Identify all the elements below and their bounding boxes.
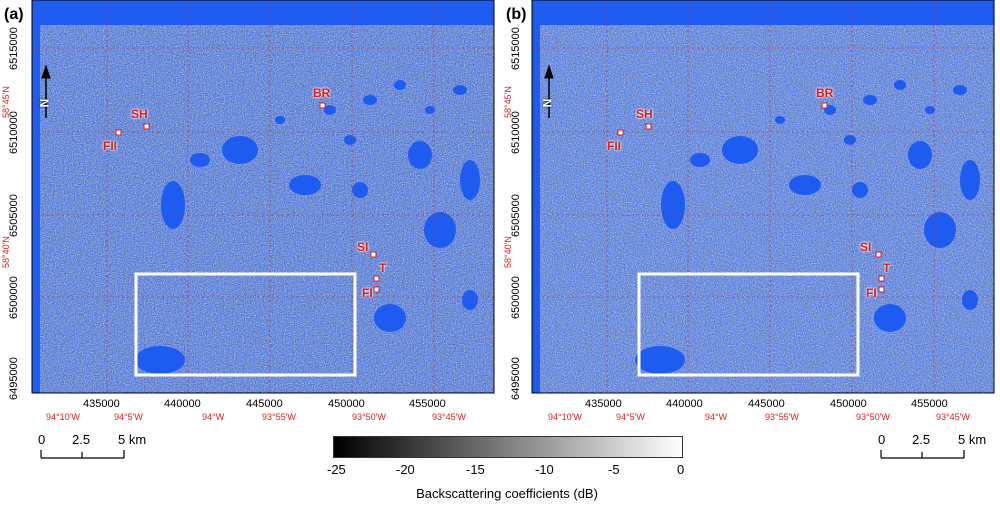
panel-a: (a) N BR SH FII SI T FI 435000 440000 44… bbox=[0, 0, 500, 422]
site-label-fi: FI bbox=[362, 286, 373, 300]
x-tick: 440000 bbox=[666, 398, 703, 410]
scale-label: 5 km bbox=[958, 432, 987, 447]
map-a bbox=[31, 0, 495, 394]
lon-label: 93°45'W bbox=[432, 412, 466, 422]
site-label-br: BR bbox=[816, 86, 834, 100]
y-tick: 6515000 bbox=[8, 27, 20, 70]
scale-bar-right bbox=[880, 450, 965, 459]
site-label-fii: FII bbox=[103, 139, 117, 153]
lat-label: 58°45'N bbox=[503, 86, 513, 118]
site-label-br: BR bbox=[313, 86, 331, 100]
lon-label: 94°10'W bbox=[46, 412, 80, 422]
lon-label: 93°50'W bbox=[352, 412, 386, 422]
colorbar-tick: 0 bbox=[677, 462, 685, 477]
north-label: N bbox=[540, 98, 555, 108]
x-tick: 435000 bbox=[585, 398, 622, 410]
x-tick: 440000 bbox=[164, 398, 201, 410]
scale-label: 5 km bbox=[118, 432, 147, 447]
scale-label: 2.5 bbox=[72, 432, 91, 447]
y-tick: 6505000 bbox=[8, 194, 20, 237]
land-b bbox=[540, 25, 994, 393]
colorbar-tick: -10 bbox=[535, 462, 554, 477]
colorbar-tick: -20 bbox=[396, 462, 415, 477]
lat-label: 58°40'N bbox=[1, 236, 11, 268]
x-tick: 450000 bbox=[830, 398, 867, 410]
y-tick: 6500000 bbox=[510, 276, 522, 319]
colorbar-tick: -15 bbox=[466, 462, 485, 477]
lon-label: 93°45'W bbox=[936, 412, 970, 422]
lat-label: 58°40'N bbox=[503, 236, 513, 268]
site-label-fi: FI bbox=[866, 286, 877, 300]
colorbar-tick: -5 bbox=[608, 462, 620, 477]
site-label-t: T bbox=[379, 261, 387, 275]
lon-label: 93°50'W bbox=[856, 412, 890, 422]
y-tick: 6495000 bbox=[8, 357, 20, 400]
study-area-box-b bbox=[637, 272, 860, 377]
lon-label: 93°55'W bbox=[765, 412, 799, 422]
x-tick: 455000 bbox=[409, 398, 446, 410]
y-tick: 6505000 bbox=[510, 194, 522, 237]
site-label-si: SI bbox=[357, 240, 369, 254]
colorbar-tick: -25 bbox=[327, 462, 346, 477]
lon-label: 94°5'W bbox=[616, 412, 645, 422]
scale-label: 0 bbox=[878, 432, 886, 447]
y-tick: 6495000 bbox=[510, 357, 522, 400]
study-area-box-a bbox=[134, 272, 357, 377]
site-label-fii: FII bbox=[607, 139, 621, 153]
panel-b: (b) N BR SH FII SI T FI 435000 440000 44… bbox=[500, 0, 1000, 422]
x-tick: 445000 bbox=[246, 398, 283, 410]
site-label-si: SI bbox=[860, 240, 872, 254]
scale-bar-left bbox=[40, 450, 125, 459]
y-tick: 6515000 bbox=[510, 27, 522, 70]
panel-label: (b) bbox=[506, 6, 527, 23]
x-tick: 445000 bbox=[748, 398, 785, 410]
colorbar-title: Backscattering coefficients (dB) bbox=[416, 486, 598, 501]
site-label-sh: SH bbox=[131, 107, 148, 121]
site-label-sh: SH bbox=[636, 107, 653, 121]
map-b bbox=[531, 0, 995, 394]
site-label-t: T bbox=[883, 261, 891, 275]
north-arrow-b bbox=[544, 64, 554, 118]
lon-label: 94°10'W bbox=[548, 412, 582, 422]
north-label: N bbox=[37, 98, 52, 108]
scale-label: 2.5 bbox=[912, 432, 931, 447]
x-tick: 450000 bbox=[328, 398, 365, 410]
lon-label: 94°W bbox=[202, 412, 225, 422]
panel-label: (a) bbox=[4, 6, 24, 23]
y-tick: 6500000 bbox=[8, 276, 20, 319]
lat-label: 58°45'N bbox=[1, 86, 11, 118]
scale-label: 0 bbox=[38, 432, 46, 447]
colorbar bbox=[333, 436, 683, 458]
land-a bbox=[40, 25, 494, 393]
lon-label: 94°W bbox=[705, 412, 728, 422]
lon-label: 93°55'W bbox=[262, 412, 296, 422]
x-tick: 435000 bbox=[83, 398, 120, 410]
north-arrow-a bbox=[41, 64, 51, 118]
lon-label: 94°5'W bbox=[114, 412, 143, 422]
x-tick: 455000 bbox=[911, 398, 948, 410]
